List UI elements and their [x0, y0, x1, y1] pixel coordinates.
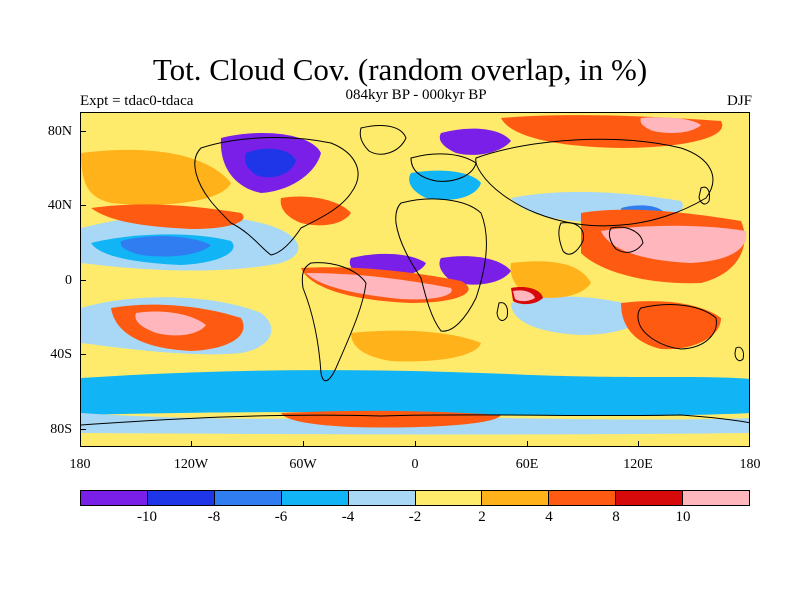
colorbar-label: 10 [675, 509, 691, 525]
colorbar-swatch [81, 491, 148, 505]
colorbar-swatch [214, 491, 282, 505]
colorbar-label: -6 [274, 509, 288, 525]
coast-asia [475, 138, 714, 227]
region-canada-core [244, 148, 296, 178]
region-arctic-pink [640, 117, 701, 133]
coast-south-america [301, 262, 367, 382]
x-tick-label-60w: 60W [289, 457, 317, 472]
colorbar [80, 490, 750, 506]
colorbar-swatch [147, 491, 215, 505]
extreme-increase-regions [135, 117, 747, 336]
region-equatorial-pacific-core [120, 236, 211, 257]
y-tick-label-40n: 40N [47, 198, 72, 213]
cloud-cover-difference-map [81, 113, 749, 446]
region-south-atlantic-orange [351, 330, 481, 362]
coast-greenland [359, 125, 407, 155]
region-south-pacific-pink [135, 311, 206, 336]
region-subtropical-pacific [91, 204, 244, 229]
coast-india [558, 222, 585, 255]
colorbar-swatch [415, 491, 483, 505]
region-indian-ocean-south [511, 296, 643, 335]
colorbar-label: -8 [207, 509, 221, 525]
y-tick-mark [80, 131, 86, 132]
region-indian-pink [513, 290, 535, 302]
colorbar-label: -2 [408, 509, 422, 525]
colorbar-swatch [348, 491, 416, 505]
coast-madagascar [496, 302, 508, 321]
x-tick-mark [638, 441, 639, 447]
colorbar-label: 4 [545, 509, 553, 525]
colorbar-swatch [616, 491, 684, 505]
x-tick-label-60e: 60E [515, 457, 539, 472]
region-africa-equator [439, 256, 511, 285]
plot-subtitle: 084kyr BP - 000kyr BP [345, 87, 487, 103]
colorbar-swatch [281, 491, 349, 505]
colorbar-swatch [482, 491, 550, 505]
x-tick-label-0: 0 [411, 457, 419, 472]
coast-japan [698, 186, 710, 205]
region-north-pacific-orange [81, 149, 231, 205]
y-tick-label-80s: 80S [50, 422, 72, 437]
coastlines [81, 125, 749, 426]
y-tick-mark [80, 205, 86, 206]
x-tick-label-180w: 180 [69, 457, 91, 472]
colorbar-swatch [549, 491, 617, 505]
colorbar-label: 2 [478, 509, 486, 525]
x-tick-mark [527, 441, 528, 447]
coast-europe [410, 153, 477, 182]
colorbar-label: -10 [137, 509, 157, 525]
region-southern-ocean-band [81, 370, 749, 416]
region-north-america-east [280, 196, 351, 226]
y-tick-mark [80, 354, 86, 355]
plot-title: Tot. Cloud Cov. (random overlap, in %) [152, 52, 648, 87]
coast-southeast-asia [608, 226, 644, 253]
y-tick-mark [80, 280, 86, 281]
y-tick-label-80n: 80N [47, 124, 72, 139]
coast-antarctica [81, 414, 749, 426]
x-tick-mark [191, 441, 192, 447]
y-tick-label-40s: 40S [50, 347, 72, 362]
y-tick-label-0: 0 [65, 273, 72, 288]
coast-africa [395, 198, 487, 332]
x-tick-label-120e: 120E [623, 457, 653, 472]
region-australia [621, 301, 721, 350]
coast-north-america [194, 137, 359, 256]
x-tick-mark [303, 441, 304, 447]
colorbar-label: 8 [612, 509, 620, 525]
x-tick-label-180e: 180 [739, 457, 761, 472]
map-panel [80, 112, 750, 447]
region-west-pacific-pink [601, 225, 747, 263]
region-arctic [439, 128, 511, 155]
y-tick-mark [80, 429, 86, 430]
x-tick-mark [415, 441, 416, 447]
season-label: DJF [726, 93, 752, 109]
colorbar-label: -4 [341, 509, 355, 525]
region-atlantic-itcz-pink [306, 273, 452, 300]
experiment-label: Expt = tdac0-tdaca [80, 93, 194, 109]
colorbar-swatch [683, 491, 750, 505]
coast-australia [637, 304, 717, 350]
coast-new-zealand [734, 346, 744, 362]
x-tick-label-120w: 120W [173, 457, 209, 472]
